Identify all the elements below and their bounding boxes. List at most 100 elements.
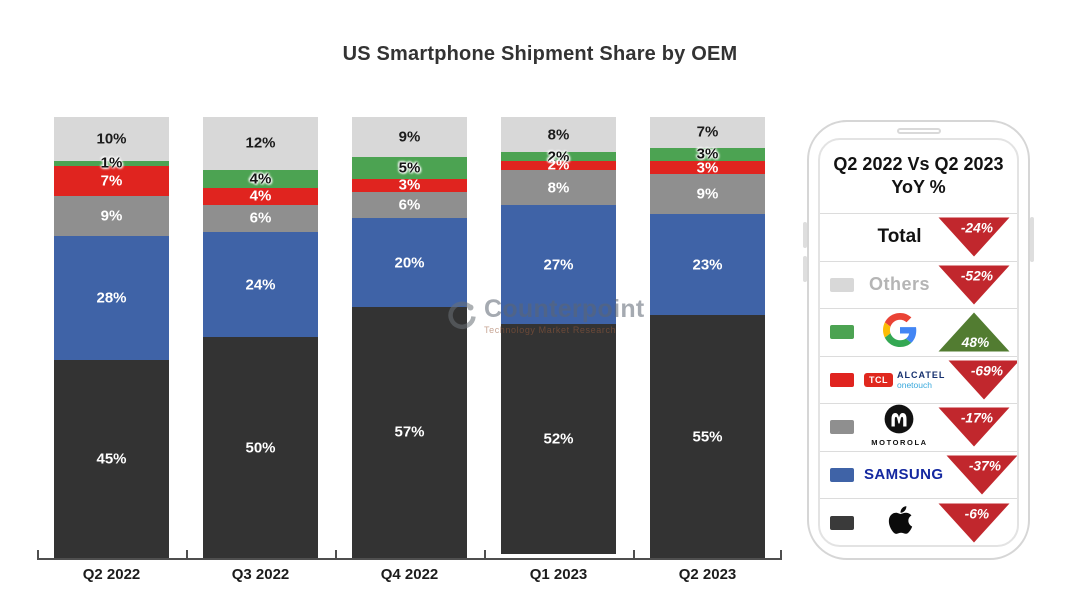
legend-swatch-motorola [830,420,854,435]
legend-row-total: Total -24% [820,214,1017,262]
down-triangle-icon: -52% [938,265,1010,305]
bars-area: 10% 1% 7% 9% 28% 45% 12% 4% 4% 6% 24% 50% 9% 5% 3% 6% 20… [37,117,782,558]
tcl-logo-text: TCL [864,373,893,388]
segment-tcl-q3-2022: 4% [203,187,318,206]
svg-text:-24%: -24% [961,221,993,236]
segment-value-label: 10% [96,130,127,148]
motorola-emblem-icon [885,404,914,434]
segment-value-label: 23% [692,256,723,274]
x-axis-label-q2-2022: Q2 2022 [82,566,141,583]
stacked-bar-q2-2023: 7% 3% 3% 9% 23% 55% [650,117,765,558]
legend-heading: Q2 2022 Vs Q2 2023 YoY % [820,140,1017,214]
segment-value-label: 8% [547,179,570,197]
legend-row-samsung: SAMSUNG -37% [820,452,1017,499]
segment-value-label: 6% [398,196,421,214]
phone-power-button [1030,217,1034,262]
segment-apple-q2-2022: 45% [54,359,169,558]
segment-samsung-q3-2022: 24% [203,231,318,338]
segment-motorola-q4-2022: 6% [352,191,467,219]
legend-swatch-others [830,277,854,292]
axis-tick [335,550,337,558]
segment-value-label: 27% [543,256,574,274]
bar-slot-q3-2022: 12% 4% 4% 6% 24% 50% [186,117,335,558]
up-triangle-icon: 48% [938,312,1010,352]
alcatel-logo-text: ALCATEL [897,369,946,380]
legend-row-motorola: MOTOROLA -17% [820,404,1017,452]
phone-speaker-icon [896,128,941,134]
legend-label-total: Total [877,226,922,248]
segment-value-label: 3% [696,145,719,163]
google-logo-icon [882,312,916,347]
segment-value-label: 3% [696,159,719,177]
legend-row-tcl-alcatel-onetouch: TCL ALCATEL onetouch -69% [820,357,1017,404]
legend-panel: Q2 2022 Vs Q2 2023 YoY % Total -24% Other… [818,138,1019,547]
segment-apple-q3-2022: 50% [203,337,318,558]
segment-value-label: 28% [96,289,127,307]
legend-row-apple: -6% [820,499,1017,545]
segment-others-q2-2023: 7% [650,117,765,148]
down-triangle-icon: -37% [947,455,1017,495]
stacked-bar-q3-2022: 12% 4% 4% 6% 24% 50% [203,117,318,558]
axis-tick [186,550,188,558]
chart-title: US Smartphone Shipment Share by OEM [342,43,738,65]
apple-logo-icon [888,506,913,535]
segment-others-q4-2022: 9% [352,117,467,157]
motorola-logo: MOTOROLA [871,404,927,447]
bar-slot-q2-2023: 7% 3% 3% 9% 23% 55% [633,117,782,558]
x-axis-label-q3-2022: Q3 2022 [231,566,290,583]
segment-value-label: 5% [398,159,421,177]
segment-samsung-q1-2023: 27% [501,205,616,325]
segment-others-q1-2023: 8% [501,117,616,153]
stacked-bar-chart: 10% 1% 7% 9% 28% 45% 12% 4% 4% 6% 24% 50% 9% 5% 3% 6% 20… [37,117,782,560]
bar-slot-q4-2022: 9% 5% 3% 6% 20% 57% [335,117,484,558]
segment-value-label: 3% [398,176,421,194]
segment-value-label: 6% [249,209,272,227]
svg-text:-69%: -69% [971,363,1003,378]
motorola-wordmark: MOTOROLA [871,438,928,448]
segment-motorola-q1-2023: 8% [501,169,616,206]
segment-google-q2-2023: 3% [650,145,765,163]
segment-value-label: 8% [547,126,570,144]
segment-others-q3-2022: 12% [203,117,318,170]
segment-value-label: 45% [96,450,127,468]
segment-apple-q1-2023: 52% [501,324,616,554]
down-triangle-icon: -17% [938,407,1010,447]
segment-motorola-q3-2022: 6% [203,205,318,232]
segment-value-label: 1% [100,154,123,172]
segment-value-label: 50% [245,439,276,457]
bar-slot-q2-2022: 10% 1% 7% 9% 28% 45% [37,117,186,558]
svg-text:-37%: -37% [969,458,1001,473]
segment-tcl-q4-2022: 3% [352,176,467,194]
segment-google-q2-2022: 1% [54,156,169,171]
segment-tcl-q2-2023: 3% [650,159,765,177]
segment-value-label: 2% [547,156,570,174]
onetouch-logo-text: onetouch [897,379,932,390]
tcl-alcatel-logo: TCL ALCATEL onetouch [864,369,946,390]
legend-swatch-tcl-alcatel-onetouch [830,372,854,387]
axis-tick [780,550,782,558]
segment-value-label: 24% [245,276,276,294]
axis-tick [484,550,486,558]
legend-swatch-apple [830,515,854,530]
segment-value-label: 9% [696,185,719,203]
segment-value-label: 20% [394,254,425,271]
svg-text:-6%: -6% [965,506,989,521]
bar-slot-q1-2023: 8% 2% 2% 8% 27% 52% [484,117,633,558]
samsung-wordmark: SAMSUNG [864,465,944,483]
legend-phone-frame: Q2 2022 Vs Q2 2023 YoY % Total -24% Other… [803,120,1034,560]
legend-row-google: 48% [820,309,1017,357]
segment-motorola-q2-2022: 9% [54,196,169,237]
segment-samsung-q4-2022: 20% [352,218,467,307]
x-axis-label-q4-2022: Q4 2022 [380,566,439,583]
segment-value-label: 9% [100,207,123,225]
stacked-bar-q1-2023: 8% 2% 2% 8% 27% 52% [501,117,616,558]
x-axis-label-q1-2023: Q1 2023 [529,566,588,583]
segment-value-label: 2% [547,148,570,166]
svg-text:48%: 48% [961,335,990,350]
x-axis-labels: Q2 2022 Q3 2022 Q4 2022 Q1 2023 Q2 2023 [37,566,782,583]
segment-google-q4-2022: 5% [352,156,467,179]
legend-swatch-samsung [830,467,854,482]
stacked-bar-q4-2022: 9% 5% 3% 6% 20% 57% [352,117,467,558]
svg-text:-52%: -52% [961,268,993,283]
down-triangle-icon: -69% [948,360,1017,400]
